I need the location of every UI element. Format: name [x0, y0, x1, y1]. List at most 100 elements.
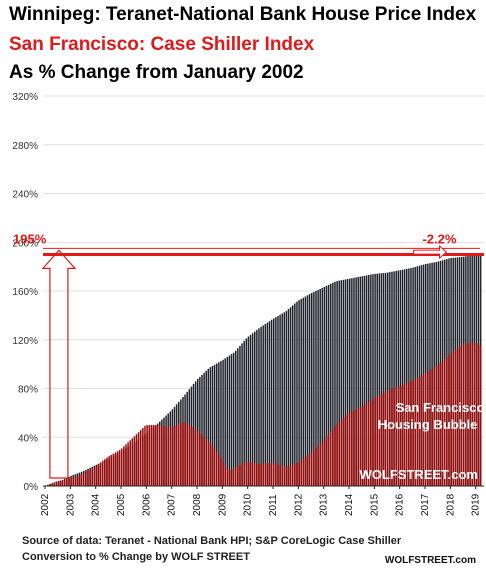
bar-winnipeg	[403, 269, 406, 486]
bar-sanfrancisco	[325, 436, 328, 486]
bar-winnipeg	[241, 343, 243, 486]
y-tick-label: 240%	[12, 190, 38, 201]
bar-winnipeg	[374, 273, 376, 486]
bar-sanfrancisco	[376, 396, 378, 486]
bar-sanfrancisco	[241, 464, 243, 486]
bar-sanfrancisco	[165, 426, 167, 486]
x-tick-label: 2008	[192, 493, 203, 516]
bar-sanfrancisco	[180, 422, 182, 486]
bar-winnipeg	[351, 278, 353, 486]
bar-sanfrancisco	[49, 483, 51, 486]
bar-sanfrancisco	[245, 462, 248, 486]
bar-sanfrancisco	[95, 465, 98, 486]
y-tick-label: 40%	[18, 433, 38, 444]
bar-sanfrancisco	[118, 450, 121, 486]
bar-sanfrancisco	[47, 484, 49, 486]
bar-sanfrancisco	[454, 350, 457, 486]
bar-sanfrancisco	[266, 463, 269, 486]
bar-winnipeg	[370, 274, 372, 486]
bar-winnipeg	[401, 269, 404, 486]
bar-sanfrancisco	[363, 404, 366, 486]
bar-winnipeg	[235, 350, 237, 486]
bar-winnipeg	[353, 277, 355, 486]
bar-sanfrancisco	[384, 391, 387, 486]
bar-sanfrancisco	[148, 425, 150, 486]
bar-sanfrancisco	[70, 478, 72, 486]
bar-sanfrancisco	[336, 424, 338, 486]
bar-sanfrancisco	[64, 479, 66, 486]
bar-winnipeg	[334, 281, 336, 486]
bar-sanfrancisco	[334, 426, 336, 486]
bar-winnipeg	[302, 297, 305, 486]
bar-winnipeg	[203, 372, 205, 486]
bar-winnipeg	[294, 303, 296, 486]
bar-winnipeg	[205, 370, 207, 486]
bar-sanfrancisco	[406, 383, 408, 486]
bar-sanfrancisco	[237, 466, 239, 486]
bar-sanfrancisco	[211, 446, 214, 486]
bar-sanfrancisco	[273, 463, 275, 486]
bar-sanfrancisco	[188, 424, 191, 486]
bar-winnipeg	[327, 284, 330, 486]
bar-sanfrancisco	[365, 403, 368, 486]
y-tick-label: 80%	[18, 385, 38, 396]
x-tick-label: 2019	[471, 493, 482, 516]
bar-sanfrancisco	[425, 373, 427, 486]
bar-sanfrancisco	[431, 368, 433, 486]
bar-winnipeg	[418, 265, 421, 486]
bar-winnipeg	[211, 365, 214, 486]
bar-winnipeg	[361, 276, 364, 486]
bar-sanfrancisco	[416, 378, 419, 486]
bar-sanfrancisco	[330, 431, 332, 486]
bar-sanfrancisco	[87, 470, 89, 486]
bar-winnipeg	[406, 268, 408, 486]
y-tick-label: 120%	[12, 336, 38, 347]
bar-sanfrancisco	[471, 342, 473, 486]
bar-sanfrancisco	[279, 464, 281, 486]
bar-sanfrancisco	[235, 467, 237, 486]
bar-sanfrancisco	[144, 426, 146, 486]
x-tick-label: 2003	[65, 493, 76, 516]
sf-label-line2: Housing Bubble 2	[378, 417, 486, 432]
bar-sanfrancisco	[114, 452, 117, 486]
bar-winnipeg	[378, 273, 381, 486]
y-tick-label: 280%	[12, 141, 38, 152]
bar-sanfrancisco	[110, 454, 112, 486]
bar-sanfrancisco	[129, 440, 131, 486]
bar-winnipeg	[296, 301, 298, 486]
bar-winnipeg	[376, 273, 378, 486]
brand-footer: WOLFSTREET.com	[384, 555, 476, 566]
bar-winnipeg	[209, 367, 212, 486]
bar-sanfrancisco	[258, 463, 260, 486]
bar-winnipeg	[298, 300, 300, 486]
bar-sanfrancisco	[247, 461, 250, 486]
bar-sanfrancisco	[89, 469, 91, 486]
bar-sanfrancisco	[306, 455, 309, 486]
bar-sanfrancisco	[298, 462, 300, 486]
bar-sanfrancisco	[68, 478, 70, 486]
bar-sanfrancisco	[308, 453, 311, 486]
bar-sanfrancisco	[378, 395, 381, 486]
bar-sanfrancisco	[61, 480, 64, 486]
bar-sanfrancisco	[251, 462, 254, 486]
bar-sanfrancisco	[397, 386, 400, 486]
x-tick-label: 2011	[268, 494, 279, 516]
bar-winnipeg	[387, 272, 389, 486]
bar-winnipeg	[201, 374, 203, 486]
x-tick-label: 2007	[167, 493, 178, 516]
bar-sanfrancisco	[277, 464, 279, 486]
bar-sanfrancisco	[184, 422, 186, 486]
bar-sanfrancisco	[444, 358, 446, 486]
bar-winnipeg	[313, 291, 315, 486]
bar-sanfrancisco	[156, 425, 159, 486]
x-tick-label: 2005	[116, 493, 127, 516]
bar-winnipeg	[340, 280, 343, 486]
bar-winnipeg	[277, 315, 279, 486]
bar-sanfrancisco	[327, 434, 330, 486]
bar-sanfrancisco	[173, 425, 176, 486]
bar-sanfrancisco	[57, 480, 60, 486]
bar-winnipeg	[230, 354, 233, 486]
chart-title-line2: San Francisco: Case Shiller Index	[9, 34, 315, 55]
bar-sanfrancisco	[294, 463, 296, 486]
bar-sanfrancisco	[93, 467, 96, 486]
